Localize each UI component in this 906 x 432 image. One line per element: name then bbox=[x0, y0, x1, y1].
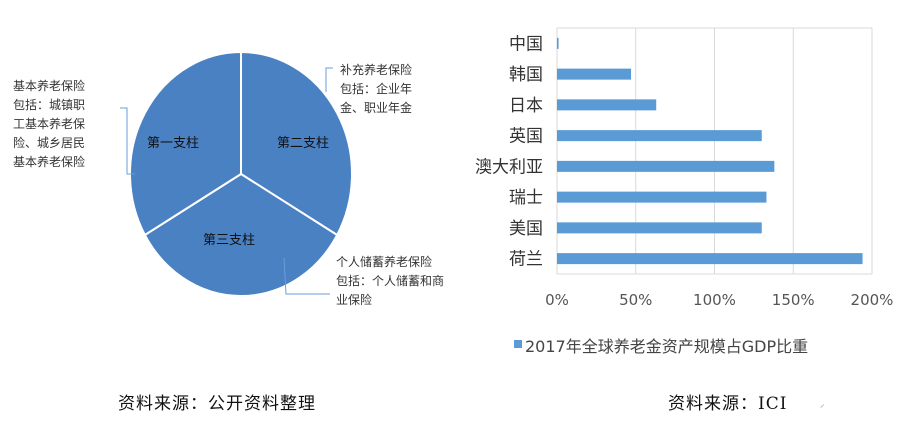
pie-slice bbox=[129, 50, 242, 237]
leader-line-first bbox=[120, 107, 135, 175]
bar bbox=[557, 160, 775, 172]
annotation-third-line: 业保险 bbox=[336, 292, 372, 307]
annotation-first-line: 工基本养老保 bbox=[13, 116, 85, 131]
annotation-first-line: 包括：城镇职 bbox=[13, 97, 85, 112]
slice-label-third: 第三支柱 bbox=[203, 233, 255, 248]
annotation-first-line: 基本养老保险 bbox=[13, 78, 85, 93]
category-label: 瑞士 bbox=[509, 188, 543, 208]
category-label: 澳大利亚 bbox=[475, 157, 543, 177]
source-mark: ⸝ bbox=[820, 400, 825, 410]
bar bbox=[557, 37, 559, 49]
leader-line-third bbox=[283, 257, 330, 295]
annotation-second-line: 补充养老保险 bbox=[340, 62, 412, 77]
category-label: 英国 bbox=[509, 127, 543, 147]
bar-tick-labels: 0% 50% 100% 150% 200% bbox=[545, 291, 893, 309]
leader-line-second bbox=[325, 67, 333, 92]
annotation-first: 基本养老保险 包括：城镇职 工基本养老保 险、城乡居民 基本养老保险 bbox=[13, 78, 85, 169]
annotation-third-line: 包括：个人储蓄和商 bbox=[336, 273, 444, 288]
legend-swatch bbox=[514, 340, 522, 348]
pie-chart: 第一支柱 第二支柱 第三支柱 基本养老保险 包括：城镇职 工基本养老保 险、城乡… bbox=[13, 50, 444, 414]
x-tick-label: 100% bbox=[693, 291, 736, 309]
x-tick-label: 200% bbox=[851, 291, 894, 309]
bar bbox=[557, 191, 767, 203]
bar bbox=[557, 68, 632, 80]
x-tick-label: 150% bbox=[772, 291, 815, 309]
bar bbox=[557, 99, 657, 111]
category-label: 日本 bbox=[509, 96, 543, 116]
annotation-first-line: 险、城乡居民 bbox=[13, 135, 85, 150]
category-label: 中国 bbox=[509, 34, 543, 54]
pie-slices bbox=[129, 50, 353, 297]
pie-slice bbox=[240, 50, 353, 237]
annotation-third-line: 个人储蓄养老保险 bbox=[336, 254, 432, 269]
category-label: 荷兰 bbox=[509, 250, 543, 270]
bar bbox=[557, 130, 762, 142]
bar-gridlines bbox=[556, 27, 873, 275]
x-tick-label: 50% bbox=[619, 291, 652, 309]
slice-label-first: 第一支柱 bbox=[147, 136, 199, 151]
bar-marks bbox=[557, 37, 863, 265]
category-label: 韩国 bbox=[509, 65, 543, 85]
pie-source-note: 资料来源：公开资料整理 bbox=[118, 394, 316, 414]
annotation-second-line: 包括：企业年 bbox=[340, 81, 412, 96]
legend-label: 2017年全球养老金资产规模占GDP比重 bbox=[525, 337, 808, 356]
annotation-first-line: 基本养老保险 bbox=[13, 154, 85, 169]
slice-label-second: 第二支柱 bbox=[277, 136, 329, 151]
annotation-third: 个人储蓄养老保险 包括：个人储蓄和商 业保险 bbox=[336, 254, 444, 307]
category-label: 美国 bbox=[509, 219, 543, 239]
x-tick-label: 0% bbox=[545, 291, 569, 309]
bar-source-note: 资料来源：ICI bbox=[668, 394, 787, 414]
bar bbox=[557, 253, 863, 265]
bar bbox=[557, 222, 762, 234]
annotation-second: 补充养老保险 包括：企业年 金、职业年金 bbox=[340, 62, 412, 115]
annotation-second-line: 金、职业年金 bbox=[340, 100, 412, 115]
